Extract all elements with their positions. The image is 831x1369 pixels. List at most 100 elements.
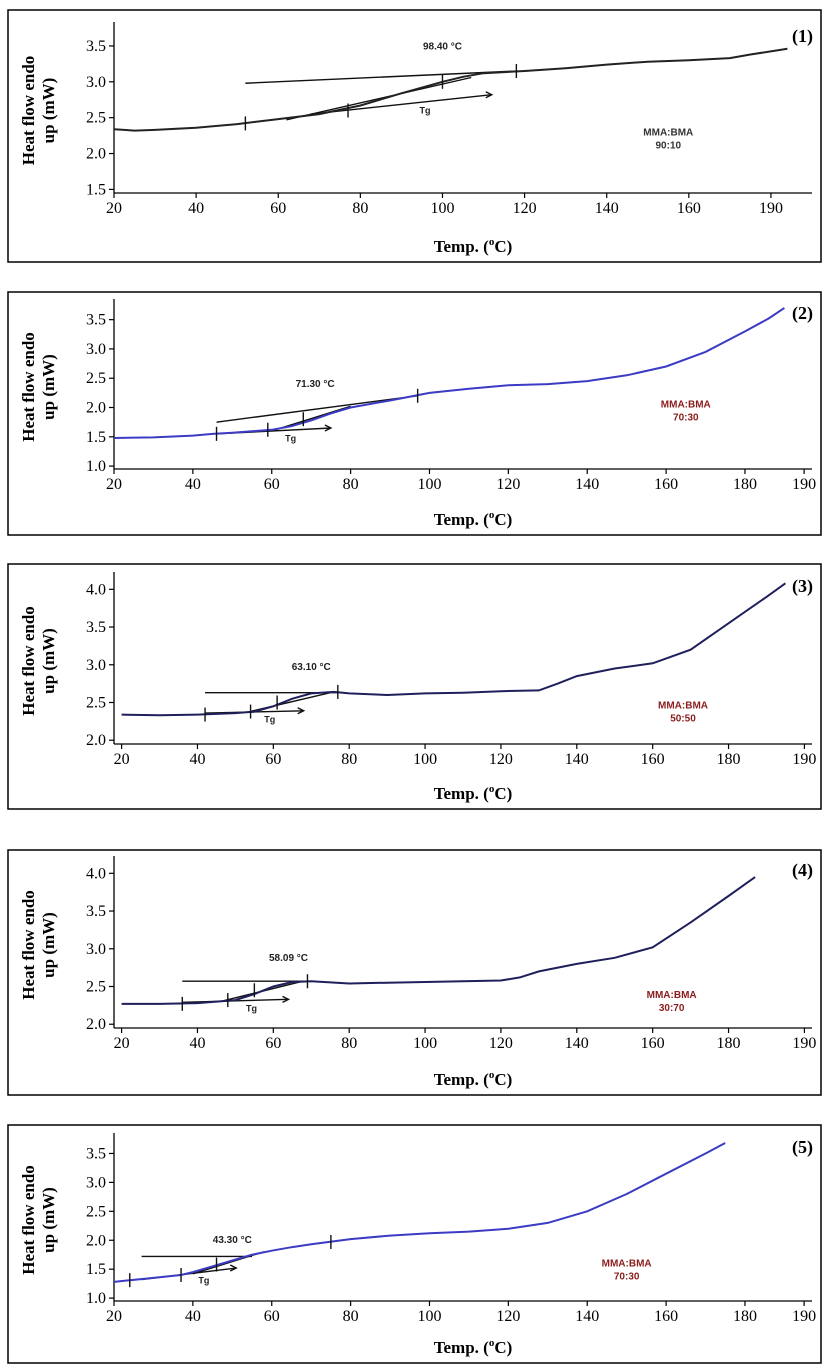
x-tick-label: 120 [489, 1035, 513, 1052]
x-tick-label: 140 [565, 1035, 589, 1052]
y-tick-label: 3.5 [86, 312, 106, 329]
upper-baseline-line [216, 395, 418, 423]
x-tick-label: 20 [106, 1308, 122, 1325]
x-tick-label: 180 [717, 1035, 741, 1052]
x-tick-label: 180 [717, 751, 741, 768]
tg-label: Tg [419, 105, 430, 115]
x-tick-label: 190 [759, 200, 783, 217]
x-tick-label: 160 [677, 200, 701, 217]
x-tick-label: 190 [792, 1035, 816, 1052]
x-tick-label: 40 [189, 751, 205, 768]
x-tick-label: 20 [106, 200, 122, 217]
tg-annotation: 63.10 °C [292, 662, 331, 673]
tg-annotation: 98.40 °C [423, 42, 462, 53]
y-tick-label: 2.5 [86, 979, 106, 996]
x-tick-label: 160 [641, 751, 665, 768]
x-tick-label: 40 [189, 1035, 205, 1052]
y-tick-label: 1.5 [86, 1261, 106, 1278]
panel-frame [7, 849, 822, 1096]
y-tick-label: 3.0 [86, 1174, 106, 1191]
panel-label: (3) [792, 576, 813, 597]
arrow-head [485, 91, 494, 99]
x-axis-title-text: Temp. ( [434, 1338, 489, 1357]
y-tick-label: 2.0 [86, 1016, 106, 1033]
dsc-curve [121, 582, 786, 717]
dsc-curve [113, 47, 788, 132]
x-tick-label: 140 [595, 200, 619, 217]
y-tick-label: 3.5 [86, 38, 106, 55]
y-tick-label: 1.0 [86, 458, 106, 475]
x-tick-label: 100 [430, 200, 454, 217]
x-tick-label: 160 [654, 1308, 678, 1325]
y-tick-label: 3.0 [86, 341, 106, 358]
x-axis-title-unit: C) [494, 784, 512, 803]
x-tick-label: 120 [513, 200, 537, 217]
y-axis-title-line1: Heat flow endo [19, 890, 38, 1000]
composition-label-line1: MMA:BMA [643, 128, 693, 139]
x-tick-label: 20 [106, 476, 122, 493]
panel-frame [7, 1124, 822, 1364]
composition-label-line1: MMA:BMA [647, 990, 697, 1001]
tg-label: Tg [285, 433, 296, 443]
x-axis-title-text: Temp. ( [434, 1070, 489, 1089]
y-tick-label: 3.0 [86, 74, 106, 91]
y-tick-label: 1.5 [86, 429, 106, 446]
tg-annotation: 43.30 °C [213, 1235, 252, 1246]
panel-label: (5) [792, 1137, 813, 1158]
x-tick-label: 40 [188, 200, 204, 217]
x-tick-label: 60 [265, 751, 281, 768]
x-axis-title-sup: o [489, 1069, 495, 1081]
x-tick-label: 180 [733, 1308, 757, 1325]
x-tick-label: 100 [413, 751, 437, 768]
dsc-curve [113, 307, 785, 439]
x-tick-label: 60 [264, 476, 280, 493]
y-axis-title-line1: Heat flow endo [19, 332, 38, 442]
panel-frame [7, 9, 822, 263]
x-axis-title: Temp. (oC) [434, 1337, 513, 1357]
tg-label: Tg [198, 1276, 209, 1286]
lower-baseline-line [311, 94, 492, 115]
y-tick-label: 1.0 [86, 1290, 106, 1307]
x-axis-title-text: Temp. ( [434, 784, 489, 803]
chart-panel-5: 20 40 60 80 100 120 140 160 180 190 1.0 1.5 2.0 2.5 3.… [7, 1124, 822, 1364]
x-tick-label: 140 [565, 751, 589, 768]
arrow-head [229, 1264, 238, 1272]
y-tick-label: 2.5 [86, 695, 106, 712]
arrow-head [324, 424, 333, 432]
x-tick-label: 20 [114, 1035, 130, 1052]
x-tick-label: 80 [343, 1308, 359, 1325]
x-axis-title-sup: o [489, 509, 495, 521]
x-axis-title-sup: o [489, 236, 495, 248]
composition-label-line2: 90:10 [656, 141, 682, 152]
y-tick-label: 3.5 [86, 1145, 106, 1162]
tg-annotation: 58.09 °C [269, 953, 308, 964]
tg-label: Tg [264, 715, 275, 725]
x-axis-title: Temp. (oC) [434, 783, 513, 803]
y-tick-label: 3.0 [86, 941, 106, 958]
y-tick-label: 4.0 [86, 865, 106, 882]
x-axis-title-unit: C) [494, 1070, 512, 1089]
panel-frame [7, 291, 822, 536]
x-tick-label: 120 [489, 751, 513, 768]
x-tick-label: 190 [792, 1308, 816, 1325]
x-tick-label: 190 [792, 476, 816, 493]
y-axis-title-line2: up (mW) [39, 912, 58, 978]
x-tick-label: 60 [264, 1308, 280, 1325]
tg-annotation: 71.30 °C [296, 379, 335, 390]
panel-label: (2) [792, 303, 813, 324]
x-axis-title-text: Temp. ( [434, 237, 489, 256]
x-tick-label: 40 [185, 1308, 201, 1325]
x-tick-label: 160 [641, 1035, 665, 1052]
arrow-head [282, 995, 291, 1003]
x-tick-label: 120 [496, 1308, 520, 1325]
x-tick-label: 80 [341, 751, 357, 768]
x-tick-label: 140 [575, 1308, 599, 1325]
y-tick-label: 3.5 [86, 903, 106, 920]
upper-baseline-line [245, 70, 517, 84]
x-tick-label: 60 [265, 1035, 281, 1052]
x-tick-label: 80 [352, 200, 368, 217]
y-tick-label: 2.5 [86, 110, 106, 127]
y-tick-label: 1.5 [86, 181, 106, 198]
y-tick-label: 2.0 [86, 732, 106, 749]
